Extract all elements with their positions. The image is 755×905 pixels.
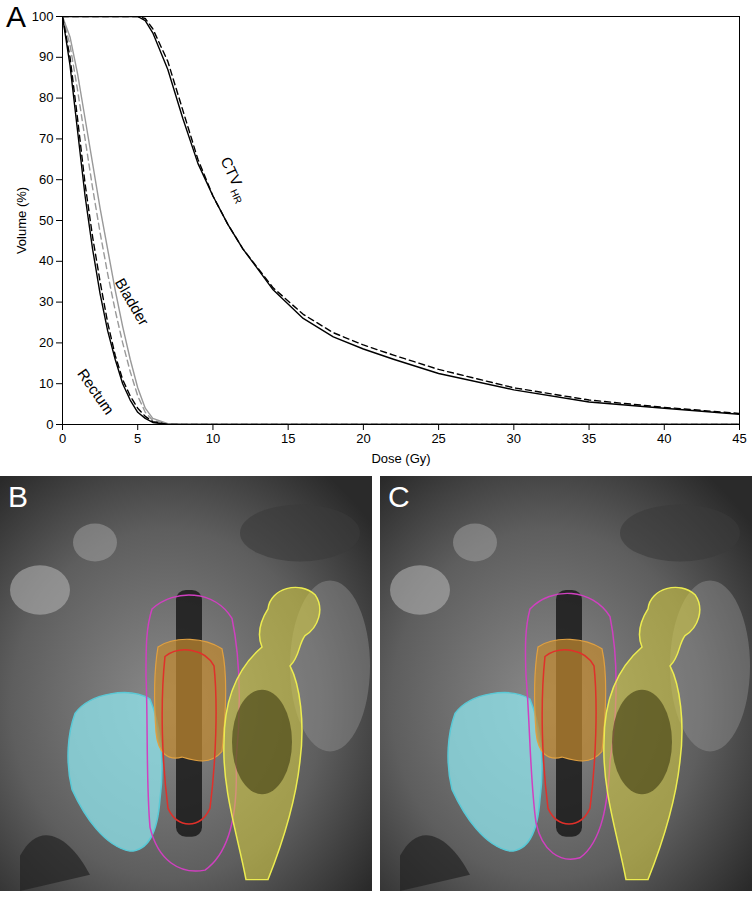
svg-text:Bladder: Bladder xyxy=(112,275,153,328)
svg-text:30: 30 xyxy=(39,294,53,309)
svg-text:15: 15 xyxy=(281,431,295,446)
svg-text:CTV: CTV xyxy=(218,154,246,188)
svg-text:Volume (%): Volume (%) xyxy=(14,187,29,254)
svg-text:10: 10 xyxy=(39,376,53,391)
svg-text:40: 40 xyxy=(657,431,671,446)
html-text:A: A xyxy=(6,0,26,33)
svg-text:35: 35 xyxy=(582,431,596,446)
svg-text:45: 45 xyxy=(732,431,746,446)
svg-text:0: 0 xyxy=(59,431,66,446)
svg-text:20: 20 xyxy=(39,335,53,350)
svg-text:0: 0 xyxy=(46,417,53,432)
svg-text:Dose (Gy): Dose (Gy) xyxy=(371,451,430,466)
svg-text:30: 30 xyxy=(507,431,521,446)
html-text:B: B xyxy=(8,480,28,513)
svg-text:80: 80 xyxy=(39,90,53,105)
svg-text:Rectum: Rectum xyxy=(74,365,118,417)
svg-text:100: 100 xyxy=(32,9,54,24)
svg-text:10: 10 xyxy=(206,431,220,446)
svg-text:40: 40 xyxy=(39,253,53,268)
svg-text:5: 5 xyxy=(134,431,141,446)
svg-text:50: 50 xyxy=(39,213,53,228)
svg-text:60: 60 xyxy=(39,172,53,187)
svg-text:HR: HR xyxy=(228,188,244,206)
svg-text:25: 25 xyxy=(431,431,445,446)
svg-text:70: 70 xyxy=(39,131,53,146)
svg-text:90: 90 xyxy=(39,49,53,64)
html-text:C: C xyxy=(388,480,410,513)
svg-text:20: 20 xyxy=(356,431,370,446)
